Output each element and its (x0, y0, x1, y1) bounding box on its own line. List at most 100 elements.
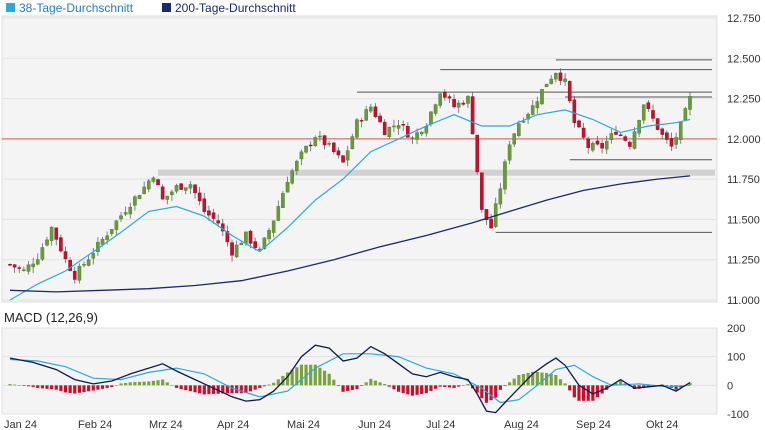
candle-down (8, 264, 12, 266)
candle-up (429, 111, 433, 125)
candle-down (567, 80, 572, 102)
macd-hist-bar-negative (503, 385, 507, 386)
candle-down (378, 115, 382, 123)
candle-up (281, 193, 285, 208)
macd-hist-bar-positive (373, 380, 378, 386)
candle-down (595, 140, 600, 145)
candle-down (614, 131, 618, 135)
price-y-tick-label: 12.250 (727, 94, 761, 106)
macd-hist-bar-negative (637, 385, 641, 389)
candle-up (313, 137, 318, 146)
candle-up (466, 96, 470, 104)
x-axis: Jan 24 Feb 24 Mrz 24 Apr 24 Mai 24 Jun 24 Jul … (4, 419, 678, 430)
candle-up (415, 132, 419, 140)
macd-hist-bar-negative (253, 385, 257, 390)
macd-line (9, 344, 691, 414)
x-tick-label: Jan 24 (4, 419, 37, 430)
macd-hist-bar-negative (586, 385, 590, 401)
candle-down (308, 144, 313, 147)
candle-down (17, 267, 22, 269)
macd-hist-bar-negative (59, 385, 63, 392)
macd-hist-bar-negative (457, 385, 461, 387)
macd-hist-bar-positive (540, 372, 544, 386)
candle-up (609, 133, 614, 141)
candle-up (35, 259, 40, 265)
macd-hist-bar-positive (299, 364, 304, 386)
macd-histogram (8, 364, 692, 403)
support-band (158, 169, 715, 176)
price-y-tick-label: 12.000 (727, 134, 761, 146)
macd-hist-bar-negative (452, 385, 456, 388)
candle-up (678, 121, 683, 140)
macd-hist-bar-positive (272, 382, 276, 386)
macd-hist-bar-negative (387, 385, 391, 387)
candle-down (669, 138, 674, 147)
legend-label-sma200: 200-Tage-Durchschnitt (175, 1, 296, 15)
candle-up (591, 143, 595, 151)
macd-hist-bar-negative (87, 385, 91, 392)
candle-down (581, 127, 586, 138)
macd-hist-bar-negative (91, 385, 95, 391)
candle-up (535, 101, 540, 109)
candle-up (498, 188, 503, 205)
macd-hist-bar-negative (105, 385, 109, 388)
candle-down (452, 99, 456, 108)
macd-hist-bar-negative (207, 385, 211, 395)
macd-hist-bar-negative (494, 385, 498, 398)
macd-hist-bar-positive (369, 378, 373, 386)
macd-hist-bar-negative (429, 385, 433, 391)
candle-down (665, 132, 669, 140)
macd-hist-bar-positive (295, 367, 299, 386)
macd-hist-bar-negative (221, 385, 225, 394)
macd-hist-bar-negative (68, 385, 72, 393)
macd-hist-bar-positive (281, 375, 285, 386)
candle-up (244, 231, 248, 244)
macd-hist-bar-negative (568, 385, 572, 391)
macd-hist-bar-positive (142, 381, 146, 386)
candle-down (628, 141, 632, 147)
candle-up (262, 237, 267, 249)
macd-hist-bar-positive (313, 364, 317, 386)
support-resistance-levels (158, 59, 715, 233)
candle-down (646, 102, 651, 109)
candle-down (382, 121, 387, 136)
macd-title: MACD (12,26,9) (4, 310, 98, 325)
candle-up (151, 177, 156, 182)
candle-up (683, 108, 688, 120)
macd-hist-bar-negative (100, 385, 105, 389)
macd-hist-bar-positive (267, 384, 271, 386)
legend-swatch-sma38 (6, 3, 15, 12)
candle-up (299, 151, 304, 160)
candle-down (618, 134, 623, 136)
candle-up (170, 191, 174, 196)
macd-hist-bar-negative (202, 385, 206, 395)
macd-hist-bar-negative (174, 385, 179, 388)
candle-up (183, 187, 188, 191)
macd-hist-bar-negative (184, 385, 188, 391)
candle-up (105, 235, 109, 240)
macd-hist-bar-negative (63, 385, 68, 393)
x-tick-label: Sep 24 (576, 419, 611, 430)
candle-down (443, 91, 447, 98)
macd-hist-bar-positive (688, 382, 692, 386)
candle-up (22, 269, 26, 271)
candle-down (253, 241, 257, 249)
candle-down (401, 124, 405, 126)
macd-hist-bar-negative (498, 385, 502, 390)
candle-up (26, 264, 31, 272)
candle-down (660, 128, 665, 135)
candle-down (373, 106, 378, 117)
macd-hist-bar-positive (619, 380, 623, 386)
macd-hist-bar-negative (410, 385, 415, 396)
macd-hist-bar-negative (392, 385, 396, 390)
macd-hist-bar-negative (40, 385, 44, 389)
candle-up (40, 247, 45, 260)
sma38-line (9, 109, 691, 301)
candle-up (410, 137, 415, 140)
macd-hist-bar-positive (309, 364, 313, 386)
price-y-tick-label: 11.250 (727, 255, 760, 267)
candle-up (688, 96, 692, 110)
macd-hist-bar-negative (475, 385, 479, 393)
legend: 38-Tage-Durchschnitt 200-Tage-Durchschni… (6, 1, 296, 15)
